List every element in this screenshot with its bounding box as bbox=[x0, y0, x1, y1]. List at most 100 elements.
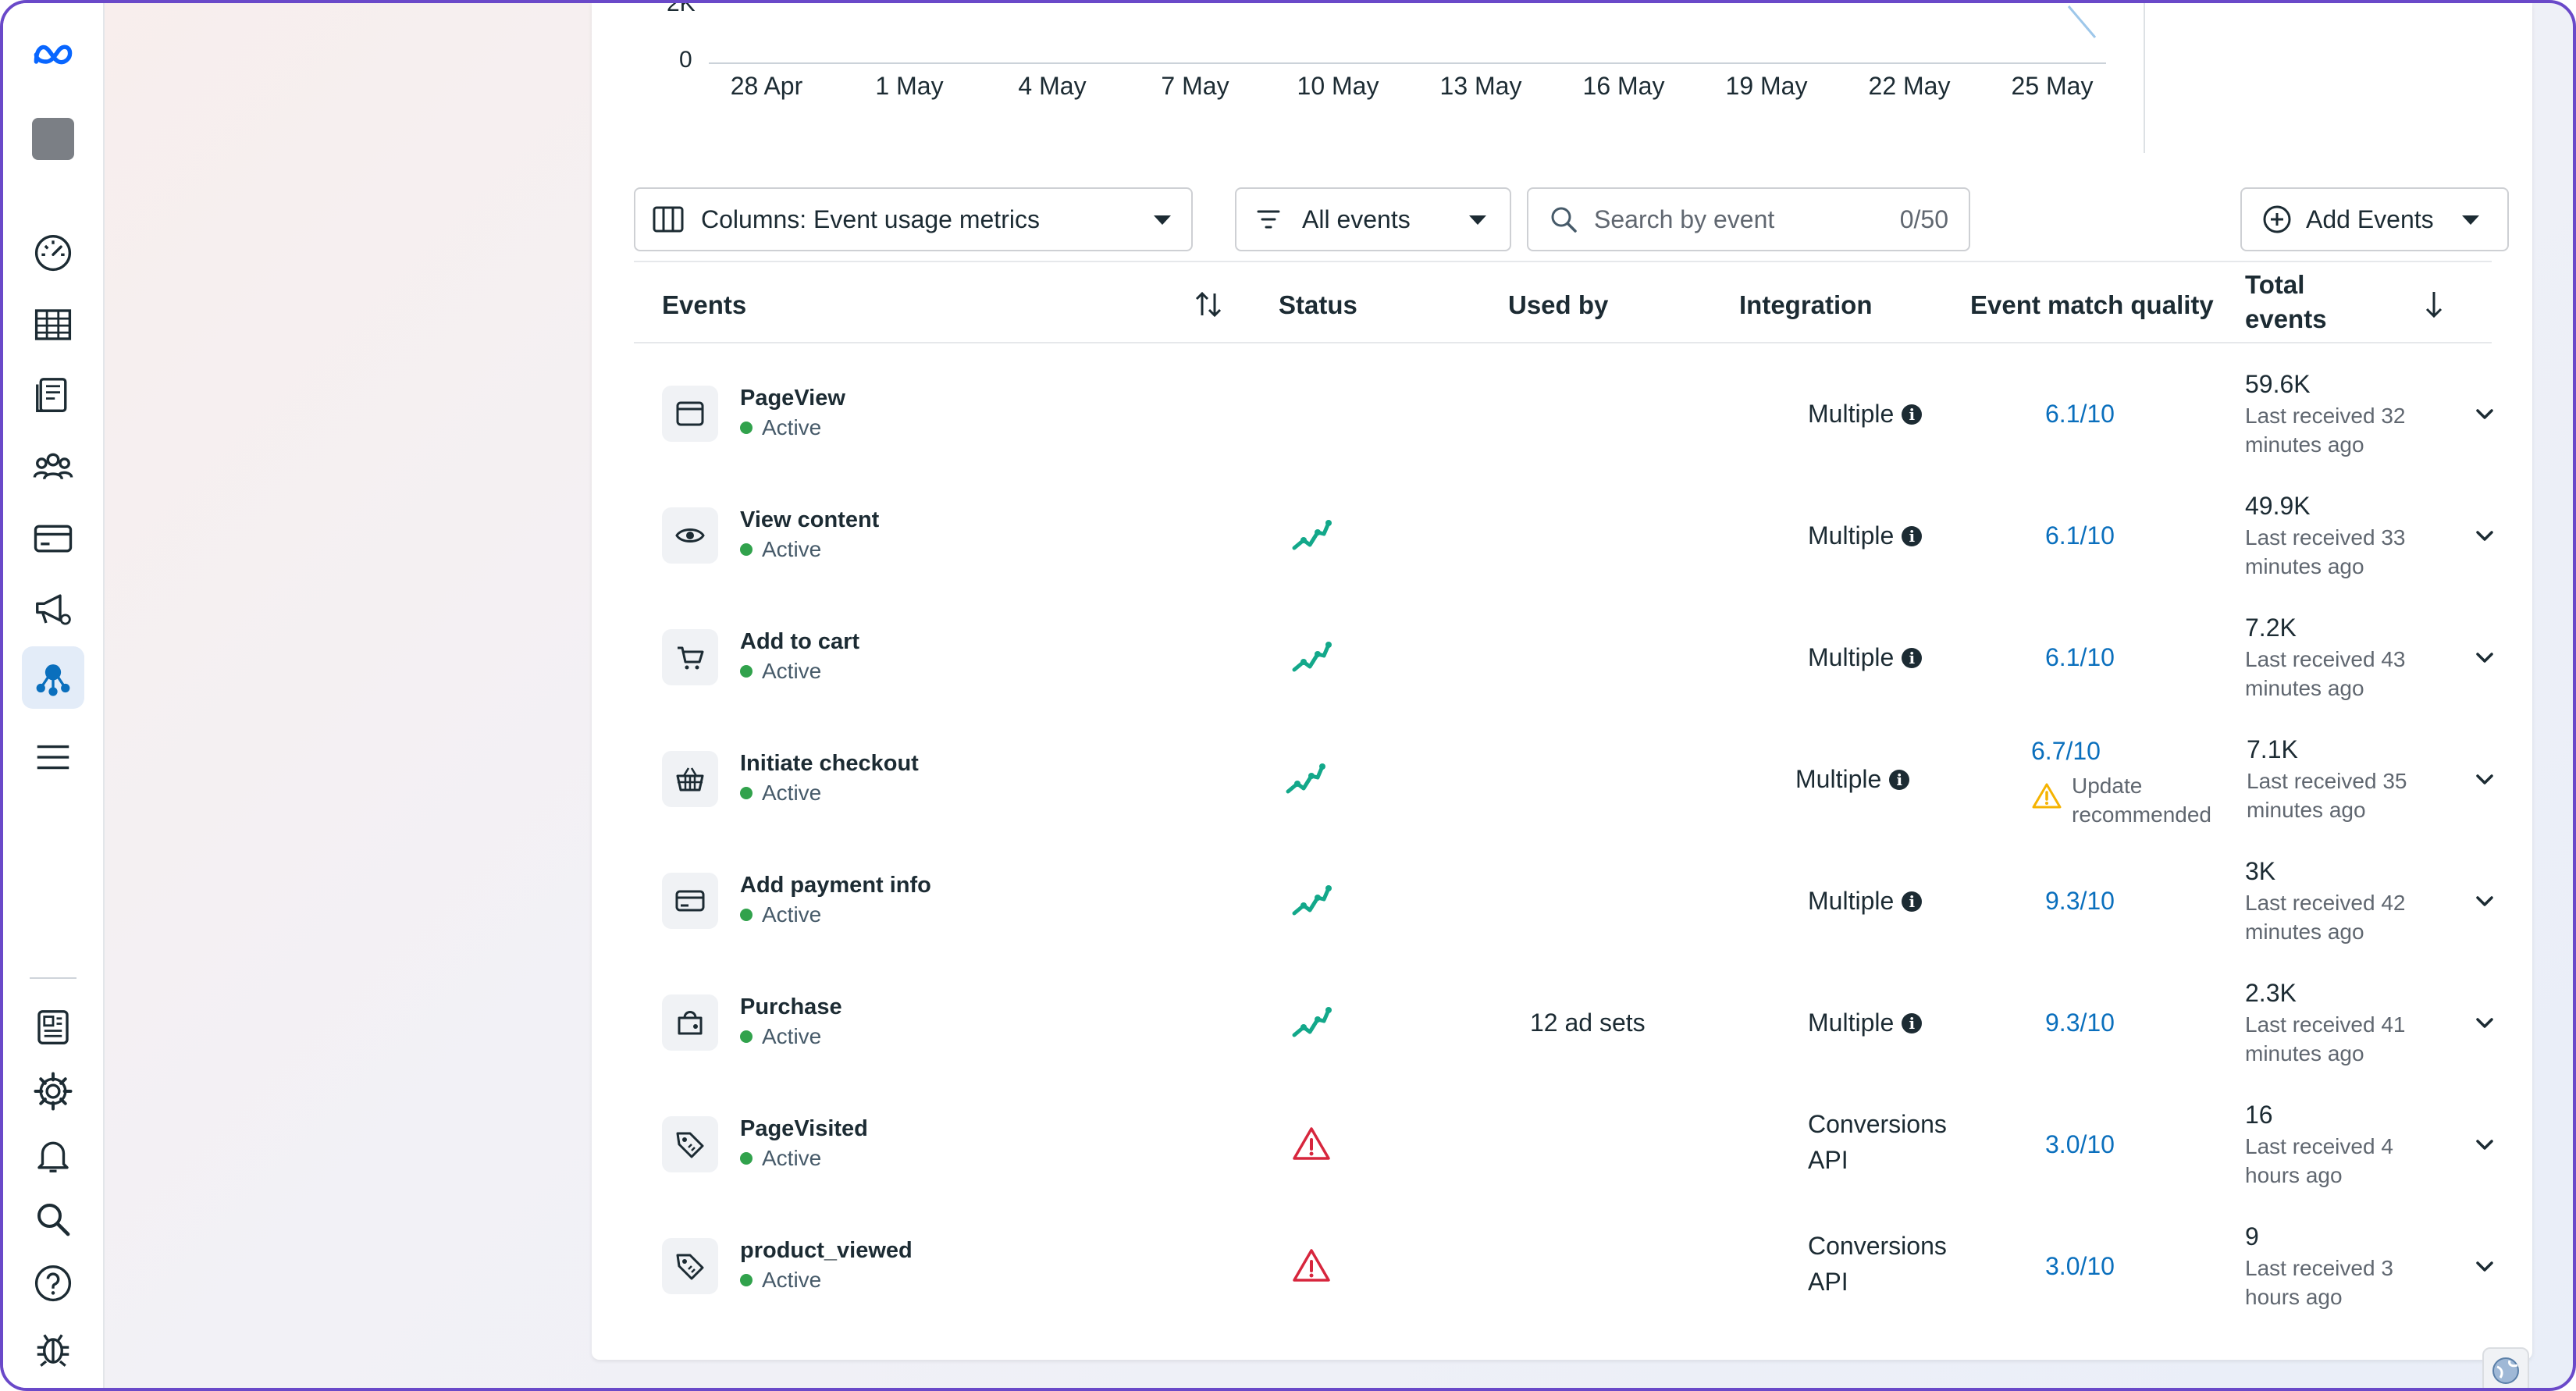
events-filter-dropdown[interactable]: All events bbox=[1235, 187, 1511, 251]
header-status[interactable]: Status bbox=[1279, 290, 1357, 319]
event-match-quality[interactable]: 3.0/10 bbox=[2045, 1130, 2115, 1158]
header-event-match-quality[interactable]: Event match quality bbox=[1970, 290, 2214, 319]
header-used-by[interactable]: Used by bbox=[1508, 290, 1609, 319]
event-match-quality[interactable]: 6.1/10 bbox=[2045, 400, 2115, 428]
event-match-quality[interactable]: 6.7/10 bbox=[2031, 737, 2101, 765]
expand-row-chevron-icon[interactable] bbox=[2473, 525, 2496, 548]
event-name[interactable]: View content bbox=[740, 507, 880, 532]
info-icon[interactable]: i bbox=[1889, 769, 1910, 790]
expand-row-chevron-icon[interactable] bbox=[2473, 646, 2496, 670]
trend-chart-icon[interactable] bbox=[1290, 514, 1333, 557]
event-match-quality[interactable]: 9.3/10 bbox=[2045, 887, 2115, 915]
last-received-line2: minutes ago bbox=[2245, 676, 2364, 700]
news-icon[interactable] bbox=[22, 996, 84, 1058]
last-received: Last received 43 minutes ago bbox=[2245, 645, 2448, 703]
event-match-quality[interactable]: 3.0/10 bbox=[2045, 1252, 2115, 1280]
event-name[interactable]: Add to cart bbox=[740, 629, 860, 654]
sort-descending-icon[interactable] bbox=[2421, 289, 2446, 320]
integration-value: Conversions bbox=[1808, 1110, 1947, 1138]
table-icon[interactable] bbox=[22, 293, 84, 356]
pages-icon[interactable] bbox=[22, 364, 84, 426]
x-tick-label: 25 May bbox=[2011, 72, 2094, 100]
expand-row-chevron-icon[interactable] bbox=[2473, 1012, 2496, 1035]
help-icon[interactable] bbox=[22, 1252, 84, 1315]
chart-line-segment bbox=[2067, 5, 2097, 38]
info-icon[interactable]: i bbox=[1902, 404, 1923, 425]
expand-row-chevron-icon[interactable] bbox=[2473, 768, 2496, 792]
filter-label: All events bbox=[1302, 205, 1411, 233]
event-status-label: Active bbox=[762, 1146, 822, 1170]
warning-icon[interactable] bbox=[1290, 1122, 1333, 1166]
chevron-down-icon bbox=[1469, 215, 1486, 225]
expand-row-chevron-icon[interactable] bbox=[2473, 403, 2496, 426]
browser-icon bbox=[662, 386, 718, 442]
x-tick-label: 19 May bbox=[1725, 72, 1808, 100]
billing-card-icon[interactable] bbox=[22, 507, 84, 570]
event-name[interactable]: product_viewed bbox=[740, 1238, 913, 1263]
business-avatar[interactable] bbox=[22, 108, 84, 170]
trend-chart-icon[interactable] bbox=[1283, 757, 1327, 801]
globe-icon[interactable] bbox=[2482, 1347, 2529, 1388]
table-row[interactable]: PageView Active Multiple i 6.1/10 59.6K Last r… bbox=[634, 353, 2493, 475]
event-status-label: Active bbox=[762, 781, 822, 805]
emq-note: Update recommended bbox=[2072, 771, 2275, 829]
filter-icon bbox=[1257, 210, 1280, 229]
event-match-quality[interactable]: 6.1/10 bbox=[2045, 521, 2115, 550]
trend-chart-icon[interactable] bbox=[1290, 1001, 1333, 1044]
table-row[interactable]: product_viewed Active Conversions API 3.0/10… bbox=[634, 1205, 2493, 1327]
trend-chart-icon[interactable] bbox=[1290, 635, 1333, 679]
active-dot-icon bbox=[740, 665, 753, 678]
event-status: Active bbox=[740, 781, 821, 806]
trend-chart-icon[interactable] bbox=[1290, 879, 1333, 923]
event-status-label: Active bbox=[762, 659, 822, 683]
settings-gear-icon[interactable] bbox=[22, 1060, 84, 1122]
active-dot-icon bbox=[740, 1030, 753, 1043]
add-events-button[interactable]: Add Events bbox=[2240, 187, 2509, 251]
event-name[interactable]: PageVisited bbox=[740, 1116, 868, 1141]
expand-row-chevron-icon[interactable] bbox=[2473, 890, 2496, 913]
meta-logo-icon[interactable] bbox=[22, 23, 84, 86]
event-name[interactable]: PageView bbox=[740, 386, 845, 411]
columns-dropdown[interactable]: Columns: Event usage metrics bbox=[634, 187, 1193, 251]
table-row[interactable]: Initiate checkout Active Multiple i 6.7/10 Up… bbox=[634, 718, 2493, 840]
used-by-value[interactable]: 12 ad sets bbox=[1530, 1009, 1646, 1037]
last-received: Last received 35 minutes ago bbox=[2247, 767, 2450, 824]
columns-label: Columns: Event usage metrics bbox=[701, 205, 1040, 233]
event-name[interactable]: Purchase bbox=[740, 994, 842, 1019]
info-icon[interactable]: i bbox=[1902, 1012, 1923, 1033]
x-tick-label: 28 Apr bbox=[730, 72, 803, 100]
tag-icon bbox=[662, 1116, 718, 1172]
chevron-down-icon bbox=[1154, 215, 1171, 225]
expand-row-chevron-icon[interactable] bbox=[2473, 1133, 2496, 1157]
header-total-events[interactable]: Total events bbox=[2245, 270, 2327, 334]
info-icon[interactable]: i bbox=[1902, 525, 1923, 546]
table-row[interactable]: Add to cart Active Multiple i 6.1/10 7.2K Last… bbox=[634, 596, 2493, 718]
last-received-line1: Last received 33 bbox=[2245, 525, 2406, 550]
menu-icon[interactable] bbox=[22, 726, 84, 788]
expand-row-chevron-icon[interactable] bbox=[2473, 1255, 2496, 1279]
header-integration[interactable]: Integration bbox=[1739, 290, 1873, 319]
integration-cell: Multiple i bbox=[1808, 400, 1923, 429]
bug-report-icon[interactable] bbox=[22, 1316, 84, 1379]
active-dot-icon bbox=[740, 1152, 753, 1165]
events-manager-icon[interactable] bbox=[22, 646, 84, 709]
info-icon[interactable]: i bbox=[1902, 647, 1923, 668]
ads-megaphone-icon[interactable] bbox=[22, 578, 84, 640]
search-icon[interactable] bbox=[22, 1188, 84, 1250]
table-row[interactable]: Purchase Active 12 ad sets Multiple i 9.3/10 2… bbox=[634, 962, 2493, 1083]
table-row[interactable]: Add payment info Active Multiple i 9.3/10 3K L… bbox=[634, 840, 2493, 962]
search-events-input[interactable]: Search by event 0/50 bbox=[1527, 187, 1970, 251]
sort-icon[interactable] bbox=[1193, 289, 1224, 320]
event-name[interactable]: Add payment info bbox=[740, 873, 931, 898]
audiences-icon[interactable] bbox=[22, 436, 84, 498]
notifications-bell-icon[interactable] bbox=[22, 1124, 84, 1186]
header-events[interactable]: Events bbox=[662, 290, 747, 319]
event-match-quality[interactable]: 6.1/10 bbox=[2045, 643, 2115, 671]
table-row[interactable]: View content Active Multiple i 6.1/10 49.9K La… bbox=[634, 475, 2493, 596]
table-row[interactable]: PageVisited Active Conversions API 3.0/10 16 L… bbox=[634, 1083, 2493, 1205]
dashboard-gauge-icon[interactable] bbox=[22, 222, 84, 284]
event-match-quality[interactable]: 9.3/10 bbox=[2045, 1009, 2115, 1037]
info-icon[interactable]: i bbox=[1902, 891, 1923, 912]
warning-icon[interactable] bbox=[1290, 1244, 1333, 1288]
event-name[interactable]: Initiate checkout bbox=[740, 751, 919, 776]
